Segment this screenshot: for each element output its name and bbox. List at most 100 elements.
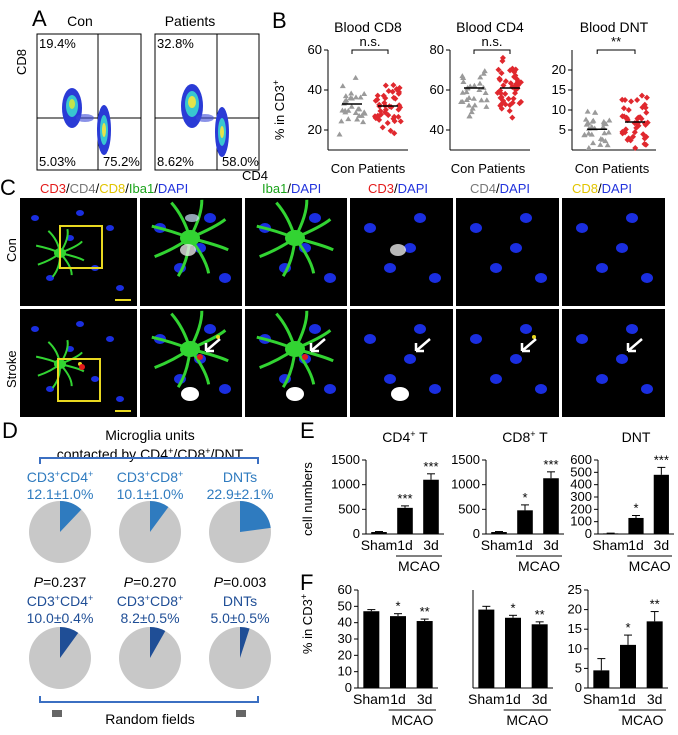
- panel-d-bottom-label: Random fields: [105, 711, 195, 727]
- bar-category-label: 3d: [532, 691, 548, 707]
- bar-y-tick-label: 500: [458, 501, 480, 516]
- bar-1d: [390, 616, 406, 688]
- micrograph-r2-c4: [350, 309, 453, 417]
- dapi-nucleus: [414, 213, 426, 223]
- scatter-point-patients: [512, 66, 519, 73]
- micrograph-r2-c1: [20, 309, 137, 417]
- bar-y-tick-label: 15: [568, 621, 582, 636]
- cd4-signal: [185, 214, 199, 222]
- bar-3d: [653, 474, 669, 534]
- scatter-point-patients: [502, 101, 509, 108]
- scatter-point-patients: [642, 104, 649, 111]
- panel-d-tick-left: [52, 710, 62, 717]
- dapi-nucleus: [404, 243, 416, 253]
- dapi-nucleus: [204, 213, 216, 223]
- dapi-nucleus: [510, 354, 522, 364]
- flow-patients-lr: 58.0%: [222, 154, 259, 169]
- scatter-point-patients: [632, 145, 639, 151]
- pie-bottom-1-slice: [60, 627, 79, 658]
- channel-label-part: CD4: [69, 181, 96, 196]
- channel-label-part: DAPI: [601, 181, 632, 196]
- scatter-point-patients: [622, 126, 629, 133]
- panel-label-c: C: [0, 175, 16, 200]
- panel-d-title-line2: contacted by CD4+/CD8+/DNT: [57, 446, 244, 462]
- scatter-point-patients: [396, 84, 403, 91]
- scatter-point-con: [597, 141, 604, 147]
- dapi-nucleus: [46, 386, 54, 392]
- bar-1d: [620, 644, 636, 688]
- bar-y-tick-label: 60: [338, 582, 352, 597]
- dapi-nucleus: [364, 334, 376, 344]
- scatter-point-patients: [624, 136, 631, 143]
- pie-label-bottom-1: CD3+CD4+: [27, 593, 94, 609]
- arrow-icon: [626, 338, 643, 353]
- channel-label-part: CD4: [470, 181, 497, 196]
- channel-label-part: /: [394, 181, 398, 196]
- scatter-point-patients: [640, 131, 647, 138]
- bar-chart-title-2: CD8+ T: [502, 429, 548, 445]
- channel-label-cd4-dapi: CD4/DAPI: [470, 181, 530, 196]
- bar-Sham: [371, 532, 387, 534]
- dapi-nucleus: [596, 374, 608, 384]
- flow-axis-x-label: CD4: [242, 168, 268, 180]
- cd4-signal: [390, 244, 406, 256]
- channel-label-part: /: [154, 181, 158, 196]
- scatter-point-con: [360, 119, 367, 125]
- scatter-point-patients: [498, 70, 505, 77]
- channel-label-part: DAPI: [397, 181, 428, 196]
- panel-b-scatter-plots: % in CD3+ Con Patients Con Patients Con …: [271, 20, 656, 176]
- scatter-point-patients: [625, 106, 632, 113]
- bar-chart-title-1: CD4+ T: [382, 429, 428, 445]
- flow-plot-con-frame: [36, 33, 142, 171]
- scatter-point-con: [361, 110, 368, 116]
- scatter-point-con: [590, 140, 597, 146]
- panel-b-groups-3: Con Patients: [575, 161, 650, 176]
- scatter-point-patients: [376, 101, 383, 108]
- scatter-point-patients: [642, 121, 649, 128]
- pie-value-top-3: 22.9±2.1%: [207, 486, 274, 502]
- sig-stars: *: [510, 600, 515, 615]
- pie-label-top-1: CD3+CD4+: [27, 469, 94, 485]
- scatter-point-con: [465, 102, 472, 108]
- channel-label-part: CD3: [40, 181, 67, 196]
- scatter-sig-bracket-2: [473, 49, 511, 54]
- scatter-point-patients: [628, 98, 635, 105]
- scatter-point-con: [588, 131, 595, 137]
- scatter-point-con: [600, 124, 607, 130]
- scatter-point-con: [592, 109, 599, 115]
- scatter-point-con: [468, 109, 475, 115]
- scatter-point-con: [355, 106, 362, 112]
- bar-y-tick-label: 600: [570, 452, 592, 467]
- dapi-nucleus: [76, 321, 84, 327]
- scatter-point-patients: [382, 95, 389, 102]
- sig-stars: **: [535, 607, 545, 622]
- panel-b-groups-1: Con Patients: [331, 161, 406, 176]
- dapi-nucleus: [470, 334, 482, 344]
- scatter-point-patients: [643, 109, 650, 116]
- pie-value-top-2: 10.1±1.0%: [117, 486, 184, 502]
- scatter-point-con: [478, 97, 485, 103]
- dapi-nucleus: [641, 384, 653, 394]
- mcao-group-label: MCAO: [506, 712, 548, 728]
- bar-category-label: 3d: [543, 537, 559, 553]
- scatter-point-patients: [631, 129, 638, 136]
- panel-d-tick-right: [236, 710, 246, 717]
- cd8-signal: [216, 335, 220, 339]
- dapi-nucleus: [309, 324, 321, 334]
- scatter-point-con: [606, 117, 613, 123]
- zoom-box: [57, 358, 101, 402]
- bar-y-tick-label: 30: [338, 631, 352, 646]
- dapi-nucleus: [219, 273, 231, 283]
- micrograph-r1-c3: [245, 198, 347, 306]
- channel-label-iba1-dapi: Iba1/DAPI: [262, 181, 321, 196]
- dapi-nucleus: [510, 243, 522, 253]
- dapi-nucleus: [76, 210, 84, 216]
- dapi-nucleus: [46, 275, 54, 281]
- pie-bottom-2-slice: [150, 627, 166, 658]
- scatter-point-con: [336, 131, 343, 137]
- cd8-signal: [532, 335, 536, 339]
- scatter-point-patients: [502, 78, 509, 85]
- scatter-point-patients: [630, 133, 637, 140]
- channel-label-part: /: [598, 181, 602, 196]
- dapi-nucleus: [91, 376, 99, 382]
